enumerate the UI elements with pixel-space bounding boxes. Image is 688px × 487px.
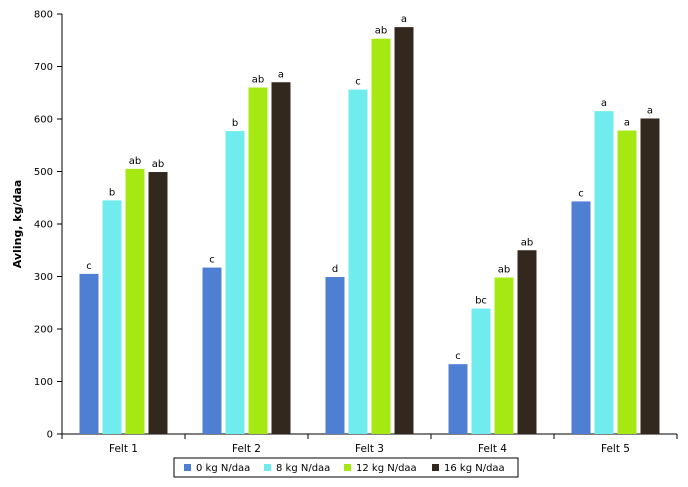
x-tick-label: Felt 1: [109, 443, 138, 455]
bar: [271, 82, 291, 434]
legend-swatch: [432, 464, 439, 471]
bar: [248, 87, 268, 434]
bar-data-label: a: [401, 14, 407, 25]
bar-data-label: b: [109, 187, 115, 198]
bar-data-label: c: [86, 261, 92, 272]
bar-data-label: a: [624, 118, 630, 129]
bar-data-label: ab: [152, 159, 164, 170]
bar-data-label: c: [578, 188, 584, 199]
bar-data-label: ab: [252, 75, 264, 86]
y-tick-label: 100: [34, 377, 53, 388]
bar-data-label: c: [209, 255, 215, 266]
bar: [571, 201, 591, 434]
legend-label: 16 kg N/daa: [444, 463, 505, 474]
bar-data-label: ab: [521, 237, 533, 248]
bar-data-label: b: [232, 118, 238, 129]
x-tick-label: Felt 5: [601, 443, 630, 455]
y-tick-label: 600: [34, 115, 53, 126]
bar: [79, 273, 99, 434]
bar-data-label: bc: [475, 296, 487, 307]
bar: [471, 308, 491, 434]
bar: [594, 111, 614, 434]
bar-data-label: c: [455, 351, 461, 362]
bar: [494, 277, 514, 434]
bar: [225, 131, 245, 434]
bar-data-label: c: [355, 77, 361, 88]
legend: 0 kg N/daa 8 kg N/daa 12 kg N/daa 16 kg N/d…: [173, 457, 519, 478]
bar: [325, 277, 345, 434]
x-tick-label: Felt 4: [478, 443, 507, 455]
y-tick-label: 700: [34, 62, 53, 73]
bar-data-label: ab: [375, 26, 387, 37]
bar: [371, 38, 391, 435]
x-tick-label: Felt 2: [232, 443, 261, 455]
legend-swatch: [184, 464, 191, 471]
legend-label: 0 kg N/daa: [196, 463, 250, 474]
bar: [148, 172, 168, 434]
bar: [102, 200, 122, 434]
y-tick-label: 800: [34, 10, 53, 21]
bar: [348, 89, 368, 434]
bar-data-label: d: [332, 264, 338, 275]
bar-data-label: a: [647, 105, 653, 116]
y-axis-label: Avling, kg/daa: [11, 180, 24, 268]
axes: 0 100 200 300 400 500 600 700 800 Felt 1 Felt 2 Fel…: [34, 10, 678, 455]
bar-data-label: ab: [129, 156, 141, 167]
y-tick-label: 0: [47, 430, 53, 441]
bar: [448, 364, 468, 434]
bar: [640, 118, 660, 434]
y-tick-label: 200: [34, 325, 53, 336]
bar: [617, 130, 637, 435]
bars: [79, 27, 660, 435]
y-tick-label: 300: [34, 272, 53, 283]
bar: [394, 27, 414, 434]
y-tick-label: 500: [34, 167, 53, 178]
bar: [125, 168, 145, 434]
x-tick-label: Felt 3: [355, 443, 384, 455]
legend-label: 12 kg N/daa: [356, 463, 417, 474]
legend-swatch: [264, 464, 271, 471]
legend-label: 8 kg N/daa: [276, 463, 330, 474]
bar: [202, 267, 222, 434]
bar-data-label: a: [601, 98, 607, 109]
bar-data-label: ab: [498, 265, 510, 276]
bar: [517, 250, 537, 434]
legend-swatch: [344, 464, 351, 471]
bar-data-label: a: [278, 69, 284, 80]
y-tick-label: 400: [34, 220, 53, 231]
